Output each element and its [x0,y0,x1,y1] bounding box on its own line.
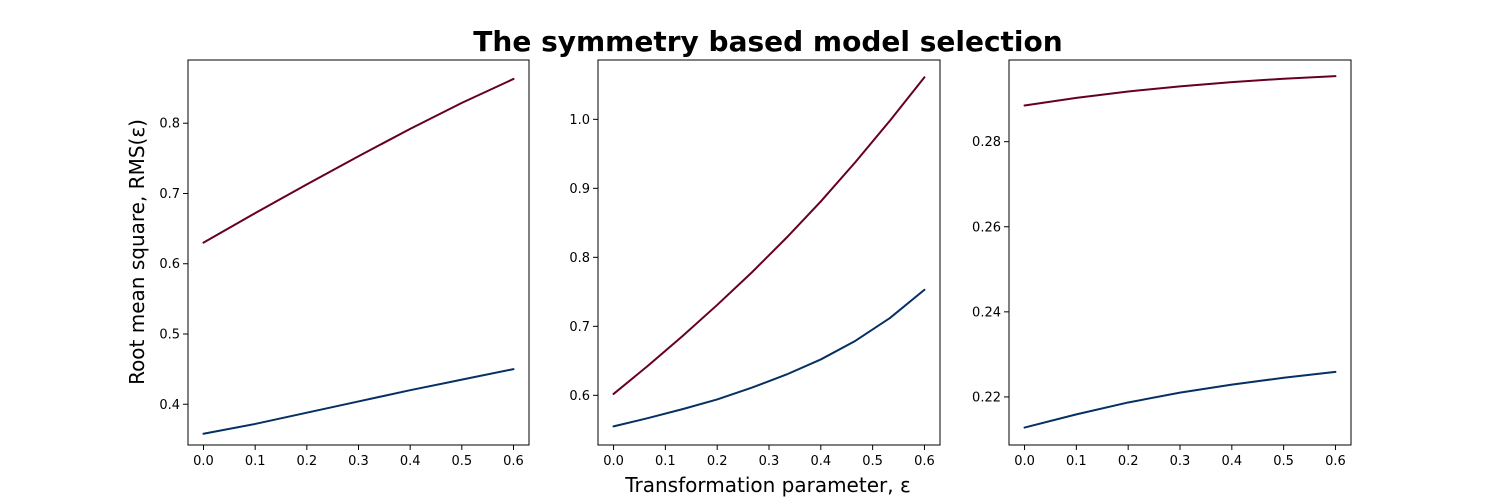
x-tick-label: 0.5 [862,454,883,469]
plot-area-3 [1008,59,1352,446]
x-tick-label: 0.1 [655,454,676,469]
y-tick-label: 0.7 [159,187,180,202]
series-line-2 [202,368,515,435]
x-tick-label: 0.5 [1273,454,1294,469]
x-tick-label: 0.2 [296,454,317,469]
y-tick-label: 0.7 [569,320,590,335]
y-tick-label: 0.4 [159,398,180,413]
y-tick-label: 0.9 [569,182,590,197]
series-line-1 [1023,75,1337,107]
subplot-3: 0.0 0.1 0.2 0.3 0.4 0.5 0.6 0.22 0.24 0.26 0.28 [972,59,1352,469]
x-tick-label: 0.4 [400,454,421,469]
x-tick-label: 0.6 [1325,454,1346,469]
y-tick-label: 0.8 [159,117,180,132]
series-line-1 [612,76,926,395]
x-tick-label: 0.2 [707,454,728,469]
x-tick-label: 0.3 [348,454,369,469]
x-tick-label: 0.5 [451,454,472,469]
x-tick-label: 0.0 [193,454,214,469]
plot-content-3: 0.0 0.1 0.2 0.3 0.4 0.5 0.6 0.22 0.24 0.26 0.28 [972,75,1346,469]
y-tick-label: 0.22 [972,390,1001,405]
y-tick-label: 0.8 [569,251,590,266]
x-tick-label: 0.1 [1066,454,1087,469]
x-tick-label: 0.2 [1118,454,1139,469]
x-axis-label: Transformation parameter, ε [624,473,911,497]
series-line-1 [202,77,515,244]
y-tick-label: 0.6 [159,257,180,272]
x-tick-label: 0.4 [1221,454,1242,469]
x-tick-label: 0.6 [503,454,524,469]
x-tick-label: 0.3 [759,454,780,469]
x-tick-label: 0.0 [603,454,624,469]
x-tick-label: 0.4 [810,454,831,469]
plot-area-2 [597,59,941,446]
x-tick-label: 0.1 [245,454,266,469]
plot-content-1: 0.0 0.1 0.2 0.3 0.4 0.5 0.6 0.4 0.5 0.6 0.7 0.8 [159,77,524,469]
y-axis-label: Root mean square, RMS(ε) [125,119,149,385]
plot-content-2: 0.0 0.1 0.2 0.3 0.4 0.5 0.6 0.6 0.7 0.8 0.9 1.0 [569,76,935,469]
subplot-1: 0.0 0.1 0.2 0.3 0.4 0.5 0.6 0.4 0.5 0.6 0.7 0.8 [159,59,530,469]
y-tick-label: 0.28 [972,135,1001,150]
plot-area-1 [187,59,530,446]
y-tick-label: 0.5 [159,327,180,342]
y-tick-label: 0.6 [569,389,590,404]
figure-title: The symmetry based model selection [473,25,1062,58]
x-tick-label: 0.3 [1170,454,1191,469]
y-tick-label: 0.26 [972,220,1001,235]
x-tick-label: 0.0 [1014,454,1035,469]
x-tick-label: 0.6 [914,454,935,469]
series-line-2 [612,288,926,428]
series-line-2 [1023,370,1337,429]
y-tick-label: 1.0 [569,113,590,128]
y-tick-label: 0.24 [972,305,1001,320]
subplot-2: 0.0 0.1 0.2 0.3 0.4 0.5 0.6 0.6 0.7 0.8 0.9 1.0 [569,59,941,469]
